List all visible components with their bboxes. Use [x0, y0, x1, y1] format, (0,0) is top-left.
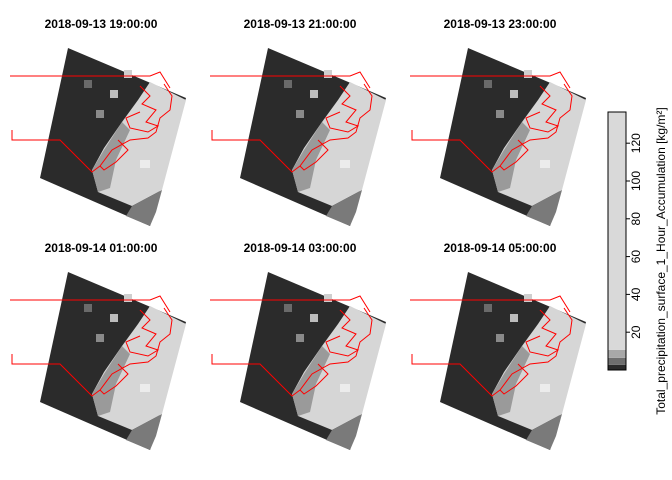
tick-label: 60 — [629, 250, 643, 264]
legend-swatch — [608, 349, 626, 358]
map-panel: 2018-09-13 21:00:00 — [209, 17, 387, 227]
map-panel: 2018-09-14 01:00:00 — [9, 241, 187, 451]
legend-swatch — [608, 364, 626, 370]
color-legend: 20 40 60 80 100 120 Total_precipitation_surfac… — [607, 107, 668, 415]
map-panel: 2018-09-14 05:00:00 — [409, 241, 587, 451]
panel-title: 2018-09-13 19:00:00 — [45, 17, 158, 31]
legend-title: Total_precipitation_surface_1_Hour_Accum… — [654, 107, 668, 415]
tick-label: 80 — [629, 212, 643, 226]
map — [209, 271, 387, 451]
map — [409, 47, 587, 227]
map — [9, 271, 187, 451]
map-panel: 2018-09-14 03:00:00 — [209, 241, 387, 451]
tick-label: 120 — [629, 133, 643, 153]
map-panel: 2018-09-13 19:00:00 — [9, 17, 187, 227]
panel-title: 2018-09-14 01:00:00 — [45, 241, 158, 255]
legend-swatch — [608, 357, 626, 365]
map — [9, 47, 187, 227]
tick-label: 20 — [629, 325, 643, 339]
map-panel: 2018-09-13 23:00:00 — [409, 17, 587, 227]
panel-title: 2018-09-14 03:00:00 — [244, 241, 357, 255]
legend-swatch — [608, 112, 626, 350]
map — [209, 47, 387, 227]
tick-label: 100 — [629, 171, 643, 191]
map — [409, 271, 587, 451]
panel-title: 2018-09-14 05:00:00 — [444, 241, 557, 255]
panel-title: 2018-09-13 21:00:00 — [244, 17, 357, 31]
legend-frame — [607, 111, 627, 371]
tick-label: 40 — [629, 287, 643, 301]
panel-title: 2018-09-13 23:00:00 — [444, 17, 557, 31]
